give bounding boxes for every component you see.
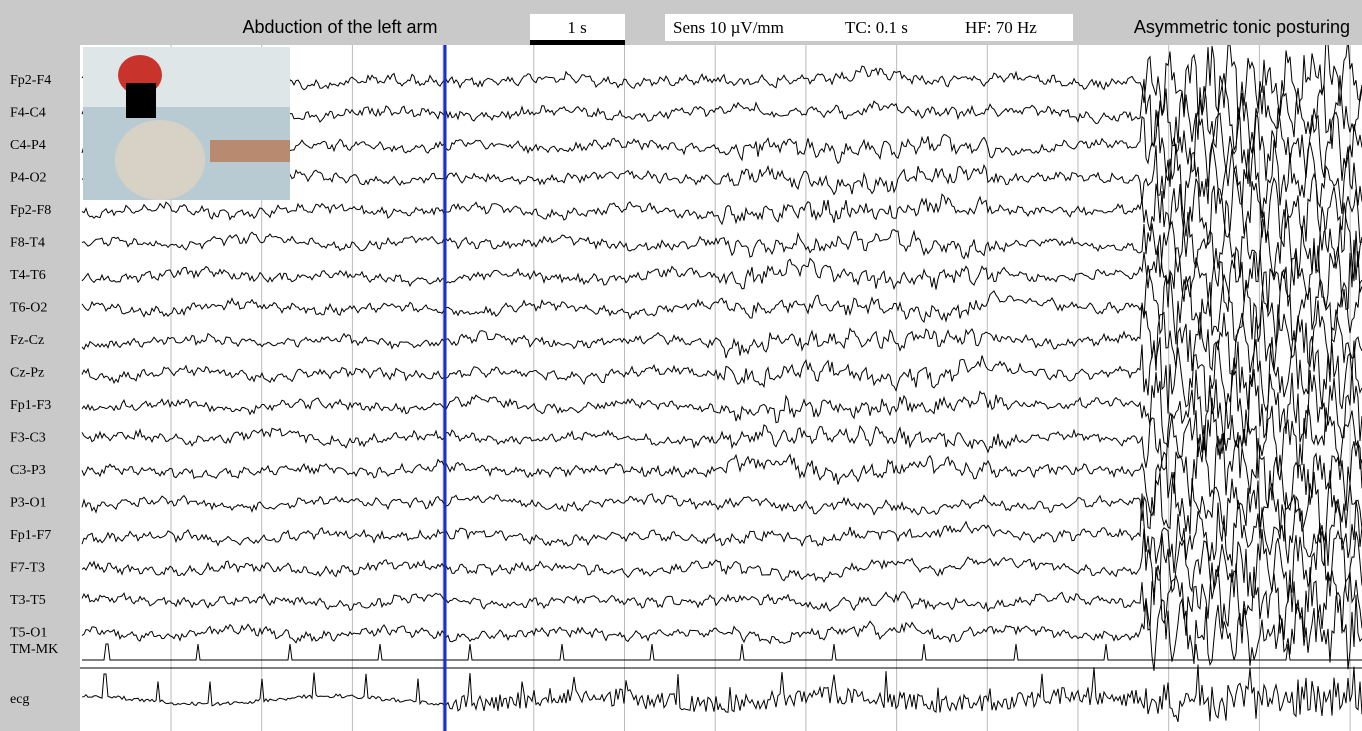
channel-label: Fp1-F7 xyxy=(10,528,51,543)
eeg-trace xyxy=(81,368,1362,451)
timescale-box xyxy=(530,14,625,41)
channel-label: Cz-Pz xyxy=(10,366,44,381)
event-label: Abduction of the left arm xyxy=(242,17,437,37)
channel-label: C4-P4 xyxy=(10,138,46,153)
channel-label: F3-C3 xyxy=(10,431,46,446)
eeg-trace xyxy=(81,397,1362,481)
video-inset xyxy=(83,47,290,200)
channel-label: TM-MK xyxy=(10,642,58,657)
channel-label: P3-O1 xyxy=(10,496,47,511)
eeg-trace xyxy=(81,664,1362,723)
eeg-trace xyxy=(81,106,1362,188)
channel-label: Fp1-F3 xyxy=(10,398,51,413)
eeg-trace xyxy=(81,45,1362,120)
eeg-trace xyxy=(81,493,1362,574)
channel-label: ecg xyxy=(10,692,29,707)
timescale-bar xyxy=(530,40,625,45)
eeg-trace xyxy=(81,528,1362,606)
traces xyxy=(81,45,1362,723)
timescale-label: 1 s xyxy=(567,18,586,37)
eeg-trace xyxy=(81,330,1362,414)
channel-label: T4-T6 xyxy=(10,268,46,283)
channel-label: Fp2-F8 xyxy=(10,203,51,218)
eeg-trace xyxy=(81,73,1362,151)
channel-label: Fp2-F4 xyxy=(10,73,51,88)
time-constant: TC: 0.1 s xyxy=(845,18,908,37)
eeg-trace xyxy=(81,433,1362,517)
eeg-trace xyxy=(81,167,1362,257)
eeg-trace xyxy=(81,234,1362,317)
eeg-trace xyxy=(82,643,1362,661)
channel-label: T6-O2 xyxy=(10,301,47,316)
eeg-trace xyxy=(81,139,1362,221)
channel-label: P4-O2 xyxy=(10,171,47,186)
channel-label: Fz-Cz xyxy=(10,333,44,348)
channel-label: C3-P3 xyxy=(10,463,46,478)
sensitivity: Sens 10 µV/mm xyxy=(673,18,784,37)
eeg-trace xyxy=(81,562,1362,640)
eeg-trace xyxy=(81,265,1362,348)
eeg-trace xyxy=(81,200,1362,286)
event-label: Asymmetric tonic posturing xyxy=(1134,17,1350,37)
high-filter: HF: 70 Hz xyxy=(965,18,1037,37)
eeg-trace xyxy=(81,300,1362,382)
channel-label: T5-O1 xyxy=(10,626,47,641)
settings-box xyxy=(665,14,1073,41)
eeg-trace xyxy=(81,470,1362,542)
channel-label: F4-C4 xyxy=(10,106,46,121)
channel-label: T3-T5 xyxy=(10,593,46,608)
channel-label: F8-T4 xyxy=(10,236,45,251)
eeg-trace xyxy=(81,591,1362,671)
channel-label: F7-T3 xyxy=(10,561,45,576)
channel-labels: Fp2-F4 F4-C4 C4-P4 P4-O2 Fp2-F8 F8-T4 T4-T6 T6-… xyxy=(10,73,58,707)
